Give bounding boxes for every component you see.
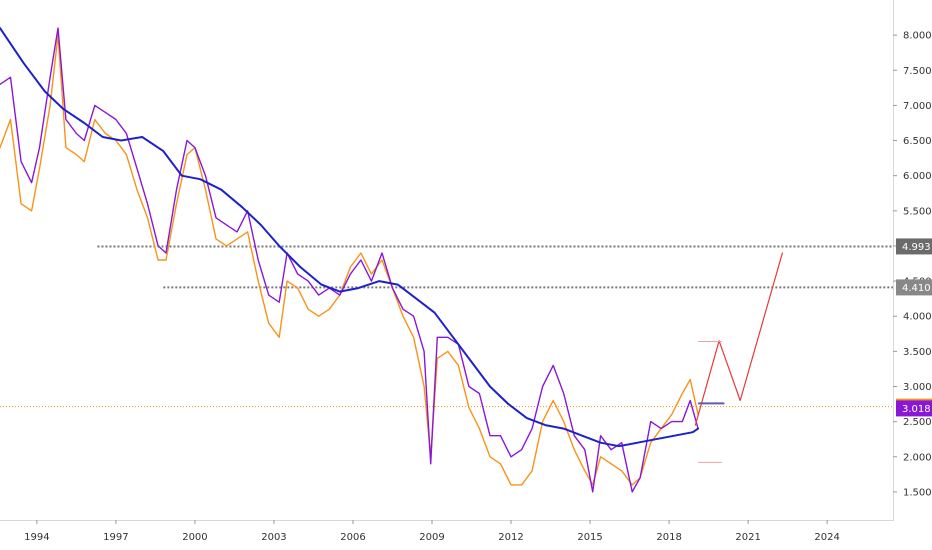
horizontal-levels bbox=[0, 245, 893, 408]
y-tick-label-11: 7.000 bbox=[903, 101, 932, 112]
x-tick-label-10: 2024 bbox=[814, 532, 839, 543]
series-line-1[interactable] bbox=[0, 27, 699, 493]
y-tick-label-1: 2.000 bbox=[903, 452, 932, 463]
series-line-2[interactable] bbox=[0, 27, 700, 448]
x-tick-label-7: 2015 bbox=[577, 532, 602, 543]
x-tick-label-1: 1997 bbox=[103, 532, 128, 543]
x-tick-label-2: 2000 bbox=[182, 532, 207, 543]
series-lines bbox=[0, 27, 784, 493]
y-tick-label-10: 6.500 bbox=[903, 136, 932, 147]
y-tick-label-0: 1.500 bbox=[903, 487, 932, 498]
x-tick-label-5: 2009 bbox=[419, 532, 444, 543]
y-tick-label-12: 7.500 bbox=[903, 66, 932, 77]
time-axis[interactable]: 1994 1997 2000 2003 2006 2009 2012 2015 2018 2021… bbox=[24, 520, 840, 543]
y-tick-label-13: 8.000 bbox=[903, 31, 932, 42]
x-tick-label-9: 2021 bbox=[735, 532, 760, 543]
price-tag-label-1: 4.410 bbox=[902, 283, 931, 294]
price-tag-bg-1 bbox=[896, 279, 932, 296]
price-tag-label-3: 3.018 bbox=[902, 404, 931, 415]
x-tick-label-3: 2003 bbox=[261, 532, 286, 543]
price-tag-bg-0 bbox=[896, 238, 932, 255]
x-tick-label-8: 2018 bbox=[656, 532, 681, 543]
y-tick-label-8: 5.500 bbox=[903, 206, 932, 217]
price-tag-bg-3 bbox=[896, 400, 932, 417]
y-tick-label-3: 3.000 bbox=[903, 382, 932, 393]
annotations bbox=[698, 341, 725, 463]
y-tick-label-9: 6.000 bbox=[903, 171, 932, 182]
y-tick-label-5: 4.000 bbox=[903, 312, 932, 323]
y-tick-label-2: 2.500 bbox=[903, 417, 932, 428]
x-tick-label-4: 2006 bbox=[340, 532, 365, 543]
x-tick-label-6: 2012 bbox=[498, 532, 523, 543]
series-line-3[interactable] bbox=[694, 252, 784, 426]
x-tick-label-0: 1994 bbox=[24, 532, 49, 543]
y-tick-label-4: 3.500 bbox=[903, 347, 932, 358]
price-tag-label-0: 4.993 bbox=[902, 242, 931, 253]
